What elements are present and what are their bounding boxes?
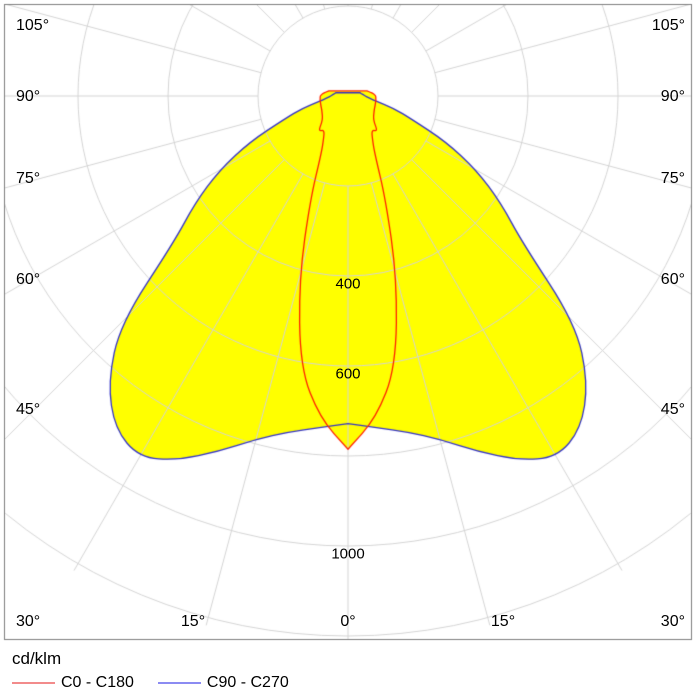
legend-label-c90-c270: C90 - C270 [206, 673, 289, 691]
angle-label-bottom-1-0: 0° [340, 613, 356, 630]
legend-line-swatch-c0-c180 [12, 681, 55, 684]
angle-label-left-90: 90° [16, 88, 41, 105]
angle-label-right-45: 45° [660, 401, 685, 418]
angle-label-left-105: 105° [16, 17, 50, 34]
angle-label-bottom-0-15: 15° [180, 613, 206, 630]
ring-value-label-1000: 1000 [331, 545, 365, 563]
angle-label-right-75: 75° [660, 170, 685, 187]
angle-label-bottom-2-15: 15° [490, 613, 516, 630]
angle-label-right-105: 105° [651, 17, 685, 34]
angle-label-right-30: 30° [660, 613, 685, 630]
angle-label-left-30: 30° [16, 613, 41, 630]
legend-unit-label: cd/klm [12, 649, 62, 668]
angle-label-left-75: 75° [16, 170, 41, 187]
angle-label-left-45: 45° [16, 401, 41, 418]
legend-row: C0 - C180 C90 - C270 [12, 674, 432, 692]
angle-label-left-60: 60° [16, 271, 41, 288]
legend-label-c0-c180: C0 - C180 [61, 673, 134, 691]
ring-value-label-600: 600 [335, 365, 361, 383]
angle-label-right-90: 90° [660, 88, 685, 105]
legend: cd/klm C0 - C180 C90 - C270 [12, 649, 432, 692]
legend-line-swatch-c90-c270 [157, 681, 201, 684]
angle-label-right-60: 60° [660, 271, 685, 288]
ring-value-label-400: 400 [335, 275, 361, 293]
